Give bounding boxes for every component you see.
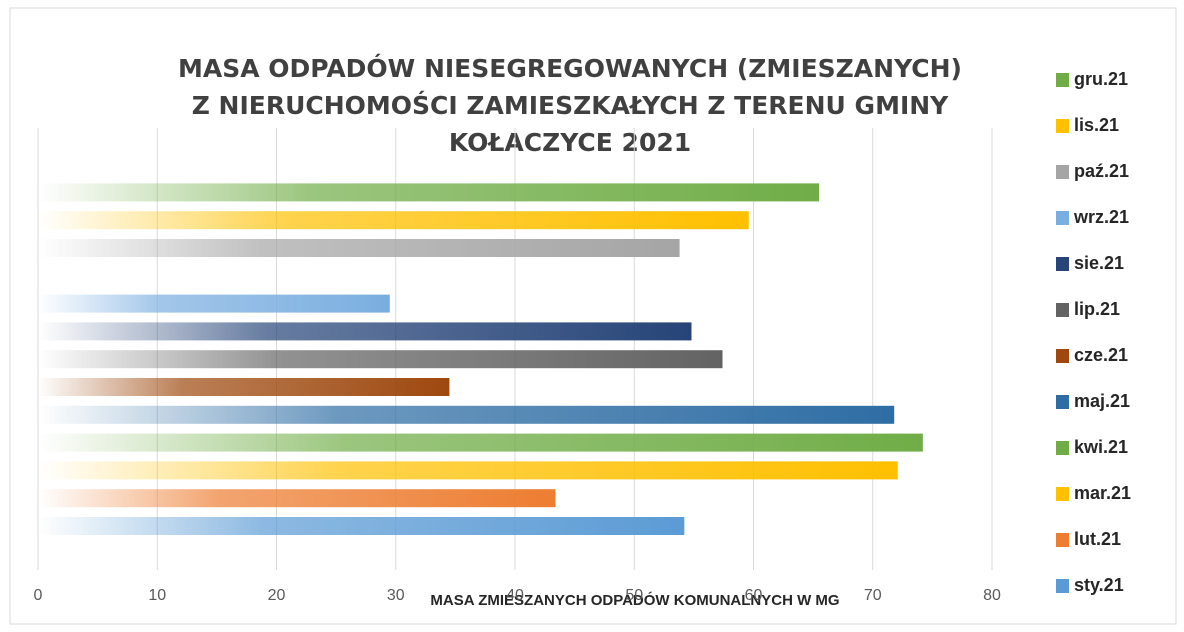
legend-swatch [1056,441,1069,455]
x-tick-label: 40 [506,587,524,604]
x-tick-label: 10 [148,587,166,604]
legend-label: wrz.21 [1073,207,1129,227]
bar [38,294,390,313]
legend-swatch [1056,73,1069,87]
legend-swatch [1056,395,1069,409]
x-tick-label: 60 [745,587,763,604]
x-tick-label: 80 [983,587,1001,604]
legend-swatch [1056,303,1069,317]
bar [38,211,749,230]
legend-swatch [1056,257,1069,271]
legend-label: lut.21 [1074,529,1121,549]
legend-swatch [1056,487,1069,501]
legend-label: lip.21 [1074,299,1120,319]
legend-swatch [1056,165,1069,179]
chart-title: Z NIERUCHOMOŚCI ZAMIESZKAŁYCH Z TERENU G… [192,90,949,120]
x-tick-label: 50 [625,587,643,604]
legend-label: sty.21 [1074,575,1124,595]
bar [38,433,923,452]
legend-label: sie.21 [1074,253,1124,273]
bar [38,350,723,369]
legend-swatch [1056,349,1069,363]
legend-label: lis.21 [1074,115,1119,135]
legend-label: cze.21 [1074,345,1128,365]
chart-title: KOŁACZYCE 2021 [449,128,691,157]
x-tick-label: 0 [34,587,43,604]
x-axis-title: MASA ZMIESZANYCH ODPADÓW KOMUNALNYCH W M… [430,591,839,609]
x-tick-label: 70 [864,587,882,604]
bar [38,322,692,341]
bar [38,489,556,508]
x-tick-label: 30 [387,587,405,604]
bar [38,378,450,396]
legend-swatch [1056,211,1069,225]
bar [38,405,895,424]
bar [38,239,680,257]
legend-swatch [1056,579,1069,593]
legend-swatch [1056,119,1069,133]
bar [38,517,685,535]
bar [38,183,820,202]
bar [38,461,898,480]
legend-label: paź.21 [1074,161,1129,181]
chart-title: MASA ODPADÓW NIESEGREGOWANYCH (ZMIESZANY… [178,53,962,83]
x-tick-label: 20 [268,587,286,604]
legend-label: gru.21 [1074,69,1128,89]
legend-swatch [1056,533,1069,547]
legend-label: mar.21 [1074,483,1131,503]
legend-label: maj.21 [1074,391,1130,411]
legend-label: kwi.21 [1074,437,1128,457]
